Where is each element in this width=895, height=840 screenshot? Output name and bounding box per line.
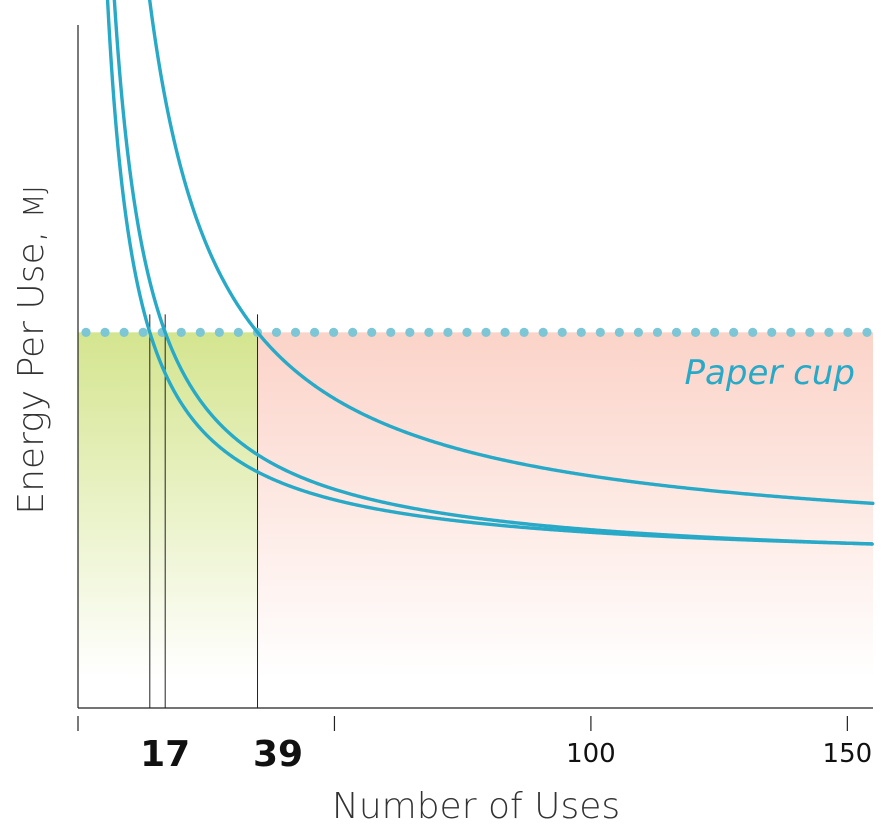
x-tick-label-150: 150 [823,739,873,769]
threshold-dot [100,327,110,337]
threshold-dot [119,327,129,337]
reusable-cup-curves [105,0,875,546]
threshold-dot [309,327,320,337]
paper-cup-threshold-line [81,327,872,337]
threshold-dot [443,327,453,337]
threshold-dot [690,327,701,337]
threshold-dot [805,327,815,337]
threshold-dot [81,327,91,337]
threshold-dot [424,327,434,337]
threshold-dot [671,327,682,337]
curve-2 [112,0,874,546]
y-axis-title: Energy Per Use, MJ [11,185,52,514]
breakeven-lines [149,314,259,708]
threshold-dot [386,327,396,337]
threshold-dot [481,327,491,337]
threshold-dot [748,327,758,337]
paper-cup-label: Paper cup [685,353,855,393]
x-tick-labels: 17 39 100 150 [140,734,872,775]
y-axis-title-unit: MJ [17,185,50,217]
threshold-dot [767,327,777,337]
threshold-dot [729,327,739,337]
threshold-dot [633,327,644,337]
threshold-dot [195,327,205,337]
x-axis-ticks [77,716,848,731]
threshold-dot [271,327,282,337]
x-tick-label-17: 17 [140,734,190,775]
threshold-dot [367,327,377,337]
threshold-dot [519,327,529,337]
threshold-dot [348,327,358,337]
threshold-dot [652,327,663,337]
threshold-dot [824,327,834,337]
threshold-dot [557,327,567,337]
threshold-dot [786,327,796,337]
threshold-dot [462,327,472,337]
x-tick-label-100: 100 [566,739,616,769]
threshold-dot [214,327,224,337]
x-tick-label-39: 39 [253,734,303,775]
threshold-dot [405,327,415,337]
x-axis-title: Number of Uses [332,786,620,827]
threshold-dot [138,327,148,337]
threshold-dot [176,327,186,337]
threshold-dot [233,327,243,337]
threshold-dot [290,327,301,337]
threshold-dot [843,327,853,337]
threshold-dot [614,327,624,337]
threshold-dot [862,327,872,337]
threshold-dot [329,327,339,337]
threshold-dot [500,327,510,337]
curve-3 [147,0,875,506]
region-below-threshold [78,332,258,678]
threshold-dot [576,327,586,337]
threshold-dot [595,327,605,337]
y-axis-title-main: Energy Per Use, [11,231,52,515]
threshold-dot [538,327,548,337]
threshold-dot [710,327,720,337]
